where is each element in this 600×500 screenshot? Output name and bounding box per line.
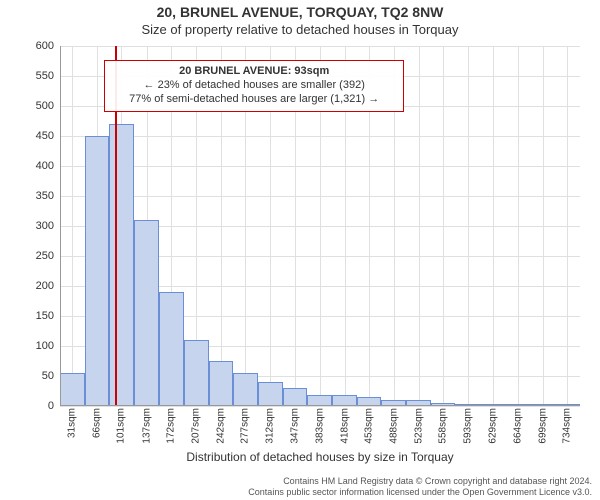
histogram-bar	[109, 124, 134, 406]
histogram-bar	[209, 361, 234, 406]
y-tick-label: 250	[14, 250, 54, 262]
x-tick-label: 172sqm	[166, 408, 177, 444]
x-tick-label: 312sqm	[264, 408, 275, 444]
histogram-bar	[134, 220, 159, 406]
plot-area: 20 BRUNEL AVENUE: 93sqm← 23% of detached…	[60, 46, 580, 406]
x-axis-line	[60, 405, 580, 406]
histogram-bar	[184, 340, 209, 406]
y-tick-label: 500	[14, 100, 54, 112]
y-tick-label: 550	[14, 70, 54, 82]
x-axis-ticks: 31sqm 66sqm 101sqm 137sqm 172sqm 207sqm 242sqm…	[60, 408, 580, 450]
y-tick-label: 350	[14, 190, 54, 202]
y-tick-label: 150	[14, 310, 54, 322]
histogram-bar	[233, 373, 258, 406]
histogram-bar	[85, 136, 110, 406]
x-tick-label: 347sqm	[289, 408, 300, 444]
x-tick-label: 277sqm	[240, 408, 251, 444]
histogram-bar	[159, 292, 184, 406]
x-tick-label: 66sqm	[91, 408, 102, 438]
page-subtitle: Size of property relative to detached ho…	[0, 22, 600, 37]
x-tick-label: 558sqm	[438, 408, 449, 444]
y-tick-label: 400	[14, 160, 54, 172]
x-tick-label: 31sqm	[66, 408, 77, 438]
page: 20, BRUNEL AVENUE, TORQUAY, TQ2 8NW Size…	[0, 0, 600, 500]
gridline-horizontal	[60, 406, 580, 407]
y-axis-line	[60, 46, 61, 406]
footer-line-1: Contains HM Land Registry data © Crown c…	[0, 476, 592, 487]
x-tick-label: 523sqm	[413, 408, 424, 444]
histogram-bar	[283, 388, 308, 406]
x-tick-label: 137sqm	[141, 408, 152, 444]
histogram-bar	[60, 373, 85, 406]
attribution-footer: Contains HM Land Registry data © Crown c…	[0, 476, 592, 498]
x-tick-label: 629sqm	[488, 408, 499, 444]
annotation-line: 20 BRUNEL AVENUE: 93sqm	[113, 65, 395, 79]
page-title: 20, BRUNEL AVENUE, TORQUAY, TQ2 8NW	[0, 4, 600, 20]
annotation-box: 20 BRUNEL AVENUE: 93sqm← 23% of detached…	[104, 60, 404, 111]
x-tick-label: 453sqm	[364, 408, 375, 444]
x-tick-label: 418sqm	[339, 408, 350, 444]
footer-line-2: Contains public sector information licen…	[0, 487, 592, 498]
y-tick-label: 0	[14, 400, 54, 412]
x-tick-label: 593sqm	[462, 408, 473, 444]
y-tick-label: 200	[14, 280, 54, 292]
y-tick-label: 50	[14, 370, 54, 382]
x-tick-label: 242sqm	[215, 408, 226, 444]
x-tick-label: 383sqm	[315, 408, 326, 444]
y-tick-label: 450	[14, 130, 54, 142]
y-tick-label: 300	[14, 220, 54, 232]
annotation-line: 77% of semi-detached houses are larger (…	[113, 93, 395, 107]
y-axis-ticks: 050100150200250300350400450500550600	[0, 46, 56, 406]
x-tick-label: 699sqm	[537, 408, 548, 444]
x-tick-label: 664sqm	[512, 408, 523, 444]
x-tick-label: 734sqm	[562, 408, 573, 444]
x-tick-label: 101sqm	[116, 408, 127, 444]
y-tick-label: 600	[14, 40, 54, 52]
histogram-bar	[258, 382, 283, 406]
x-tick-label: 207sqm	[190, 408, 201, 444]
x-tick-label: 488sqm	[388, 408, 399, 444]
y-tick-label: 100	[14, 340, 54, 352]
x-axis-title: Distribution of detached houses by size …	[60, 450, 580, 464]
annotation-line: ← 23% of detached houses are smaller (39…	[113, 79, 395, 93]
